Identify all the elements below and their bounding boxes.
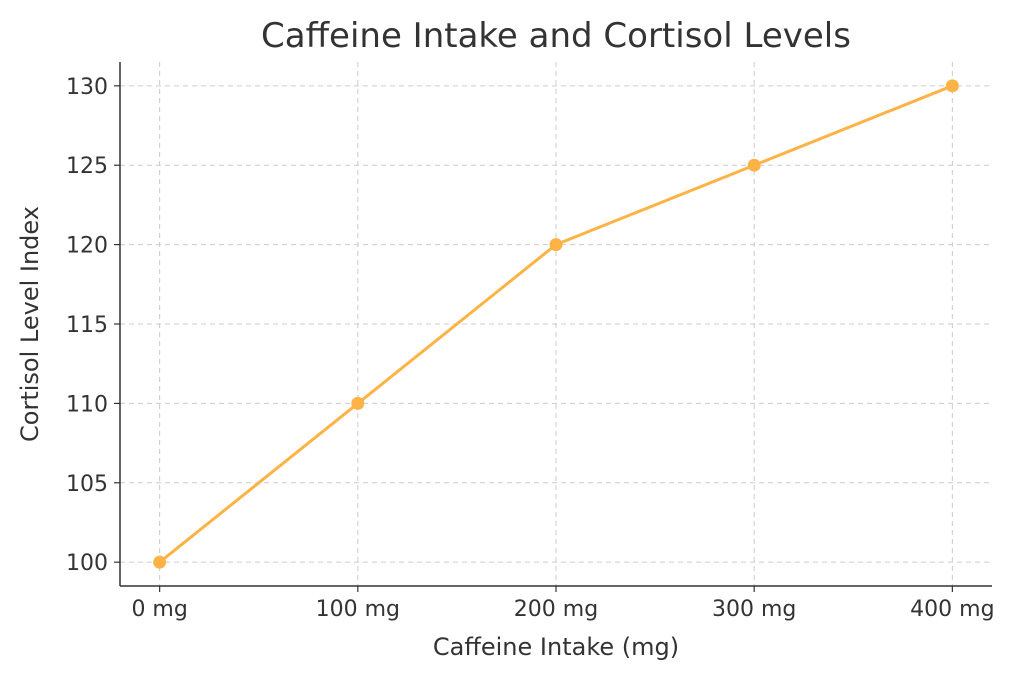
- x-tick-label: 0 mg: [131, 597, 187, 622]
- y-tick-label: 115: [66, 313, 108, 338]
- data-point: [945, 79, 959, 93]
- data-point: [153, 555, 167, 569]
- x-tick-label: 200 mg: [514, 597, 598, 622]
- data-point: [747, 158, 761, 172]
- y-axis-label: Cortisol Level Index: [16, 206, 44, 442]
- y-tick-label: 105: [66, 472, 108, 497]
- y-tick-label: 120: [66, 234, 108, 259]
- data-point: [351, 396, 365, 410]
- y-tick-label: 125: [66, 154, 108, 179]
- y-tick-label: 130: [66, 75, 108, 100]
- x-tick-label: 400 mg: [910, 597, 994, 622]
- y-tick-label: 110: [66, 392, 108, 417]
- x-tick-label: 300 mg: [712, 597, 796, 622]
- x-tick-label: 100 mg: [316, 597, 400, 622]
- chart-title: Caffeine Intake and Cortisol Levels: [261, 16, 851, 56]
- y-tick-label: 100: [66, 551, 108, 576]
- ticks: 0 mg 100 mg 200 mg 300 mg 400 mg 100 105 110 115…: [66, 75, 995, 622]
- series: [153, 79, 959, 569]
- data-point: [549, 238, 563, 252]
- x-axis-label: Caffeine Intake (mg): [433, 633, 679, 661]
- grid: [120, 62, 992, 586]
